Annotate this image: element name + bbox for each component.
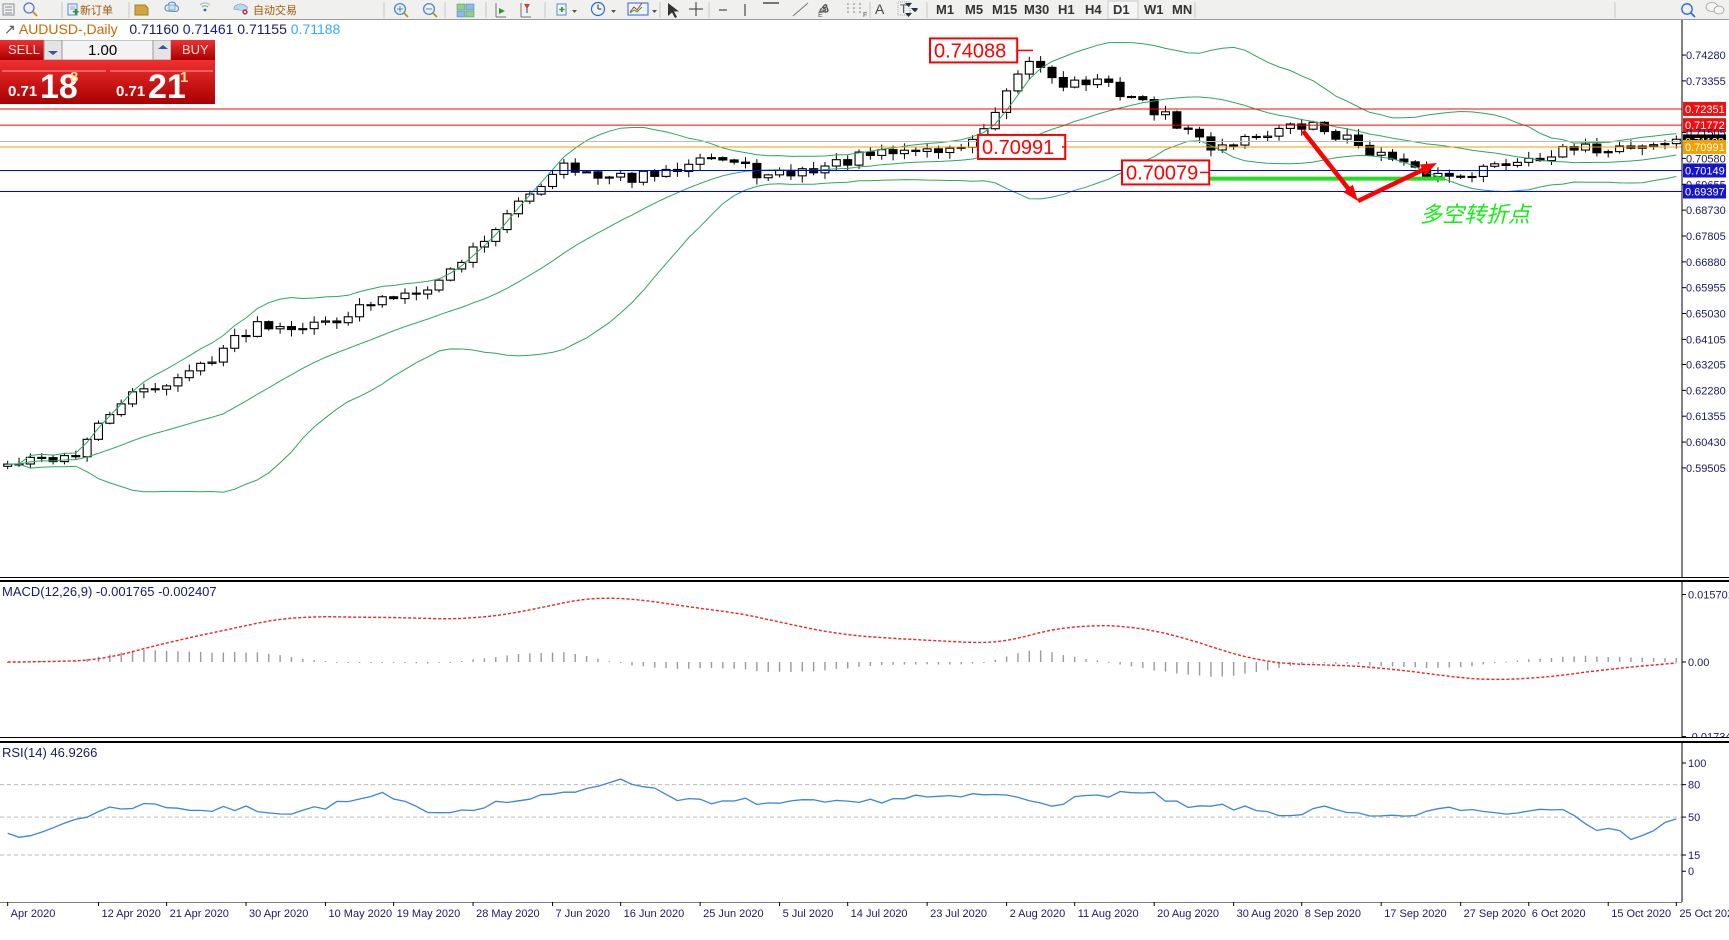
svg-text:0.71: 0.71 (8, 83, 37, 100)
svg-text:0.66880: 0.66880 (1686, 257, 1726, 269)
svg-text:10 May 2020: 10 May 2020 (329, 908, 393, 920)
svg-text:M1: M1 (936, 2, 954, 17)
svg-text:BUY: BUY (182, 42, 209, 57)
svg-text:-0.017346: -0.017346 (1688, 732, 1729, 738)
svg-text:0.61355: 0.61355 (1686, 411, 1726, 423)
svg-text:E: E (818, 12, 823, 19)
svg-text:A: A (875, 1, 885, 17)
svg-text:19 May 2020: 19 May 2020 (397, 908, 461, 920)
svg-text:11 Aug 2020: 11 Aug 2020 (1078, 908, 1139, 920)
svg-text:28 May 2020: 28 May 2020 (476, 908, 540, 920)
svg-text:0.59505: 0.59505 (1686, 463, 1726, 475)
svg-text:15: 15 (1688, 850, 1700, 862)
svg-text:25 Jun 2020: 25 Jun 2020 (703, 908, 764, 920)
svg-text:0.65030: 0.65030 (1686, 309, 1726, 321)
svg-text:30 Aug 2020: 30 Aug 2020 (1237, 908, 1299, 920)
svg-text:8: 8 (70, 69, 78, 86)
svg-text:Apr 2020: Apr 2020 (11, 908, 56, 920)
svg-text:0.70991: 0.70991 (1685, 142, 1725, 154)
svg-text:20 Aug 2020: 20 Aug 2020 (1157, 908, 1219, 920)
svg-text:0.70149: 0.70149 (1685, 165, 1725, 177)
svg-text:100: 100 (1688, 758, 1706, 770)
svg-text:7 Jun 2020: 7 Jun 2020 (556, 908, 610, 920)
svg-text:M5: M5 (965, 2, 983, 17)
svg-text:12 Apr 2020: 12 Apr 2020 (101, 908, 160, 920)
svg-text:0.00: 0.00 (1688, 657, 1709, 669)
svg-text:23 Jul 2020: 23 Jul 2020 (930, 908, 987, 920)
svg-text:14 Jul 2020: 14 Jul 2020 (851, 908, 908, 920)
svg-text:新订单: 新订单 (80, 3, 113, 17)
svg-text:0.60430: 0.60430 (1686, 437, 1726, 449)
svg-text:SELL: SELL (8, 42, 40, 57)
svg-text:M15: M15 (992, 2, 1017, 17)
svg-text:D1: D1 (1113, 2, 1130, 17)
svg-text:0.71: 0.71 (116, 83, 145, 100)
svg-text:0.65955: 0.65955 (1686, 283, 1726, 295)
svg-text:16 Jun 2020: 16 Jun 2020 (624, 908, 685, 920)
svg-text:80: 80 (1688, 780, 1700, 792)
svg-text:0.72351: 0.72351 (1685, 104, 1725, 116)
svg-text:2 Aug 2020: 2 Aug 2020 (1010, 908, 1066, 920)
svg-text:5 Jul 2020: 5 Jul 2020 (783, 908, 834, 920)
svg-text:6 Oct 2020: 6 Oct 2020 (1532, 908, 1586, 920)
svg-text:25 Oct 2020: 25 Oct 2020 (1679, 908, 1729, 920)
svg-text:W1: W1 (1144, 2, 1164, 17)
svg-text:自动交易: 自动交易 (253, 3, 297, 17)
svg-text:17 Sep 2020: 17 Sep 2020 (1384, 908, 1446, 920)
svg-text:0.64105: 0.64105 (1686, 334, 1726, 346)
svg-text:21 Apr 2020: 21 Apr 2020 (170, 908, 229, 920)
svg-text:H4: H4 (1085, 2, 1102, 17)
svg-text:1: 1 (180, 69, 188, 86)
svg-text:27 Sep 2020: 27 Sep 2020 (1464, 908, 1526, 920)
svg-text:0.015701: 0.015701 (1688, 589, 1729, 601)
svg-text:H1: H1 (1058, 2, 1075, 17)
svg-text:M30: M30 (1024, 2, 1049, 17)
svg-text:F: F (863, 12, 867, 19)
svg-text:1.00: 1.00 (88, 42, 117, 59)
svg-text:0.63205: 0.63205 (1686, 360, 1726, 372)
svg-text:8 Sep 2020: 8 Sep 2020 (1305, 908, 1361, 920)
svg-text:15 Oct 2020: 15 Oct 2020 (1611, 908, 1671, 920)
svg-text:0.62280: 0.62280 (1686, 385, 1726, 397)
svg-text:0.67805: 0.67805 (1686, 231, 1726, 243)
svg-text:0.68730: 0.68730 (1686, 205, 1726, 217)
svg-text:0.69397: 0.69397 (1685, 186, 1725, 198)
svg-text:0.73355: 0.73355 (1686, 76, 1726, 88)
svg-text:0.74280: 0.74280 (1686, 50, 1726, 62)
svg-text:0: 0 (1688, 866, 1694, 878)
svg-text:30 Apr 2020: 30 Apr 2020 (249, 908, 308, 920)
svg-text:50: 50 (1688, 812, 1700, 824)
svg-text:MN: MN (1172, 2, 1192, 17)
